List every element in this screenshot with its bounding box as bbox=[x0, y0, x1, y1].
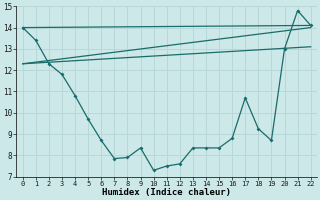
X-axis label: Humidex (Indice chaleur): Humidex (Indice chaleur) bbox=[102, 188, 231, 197]
